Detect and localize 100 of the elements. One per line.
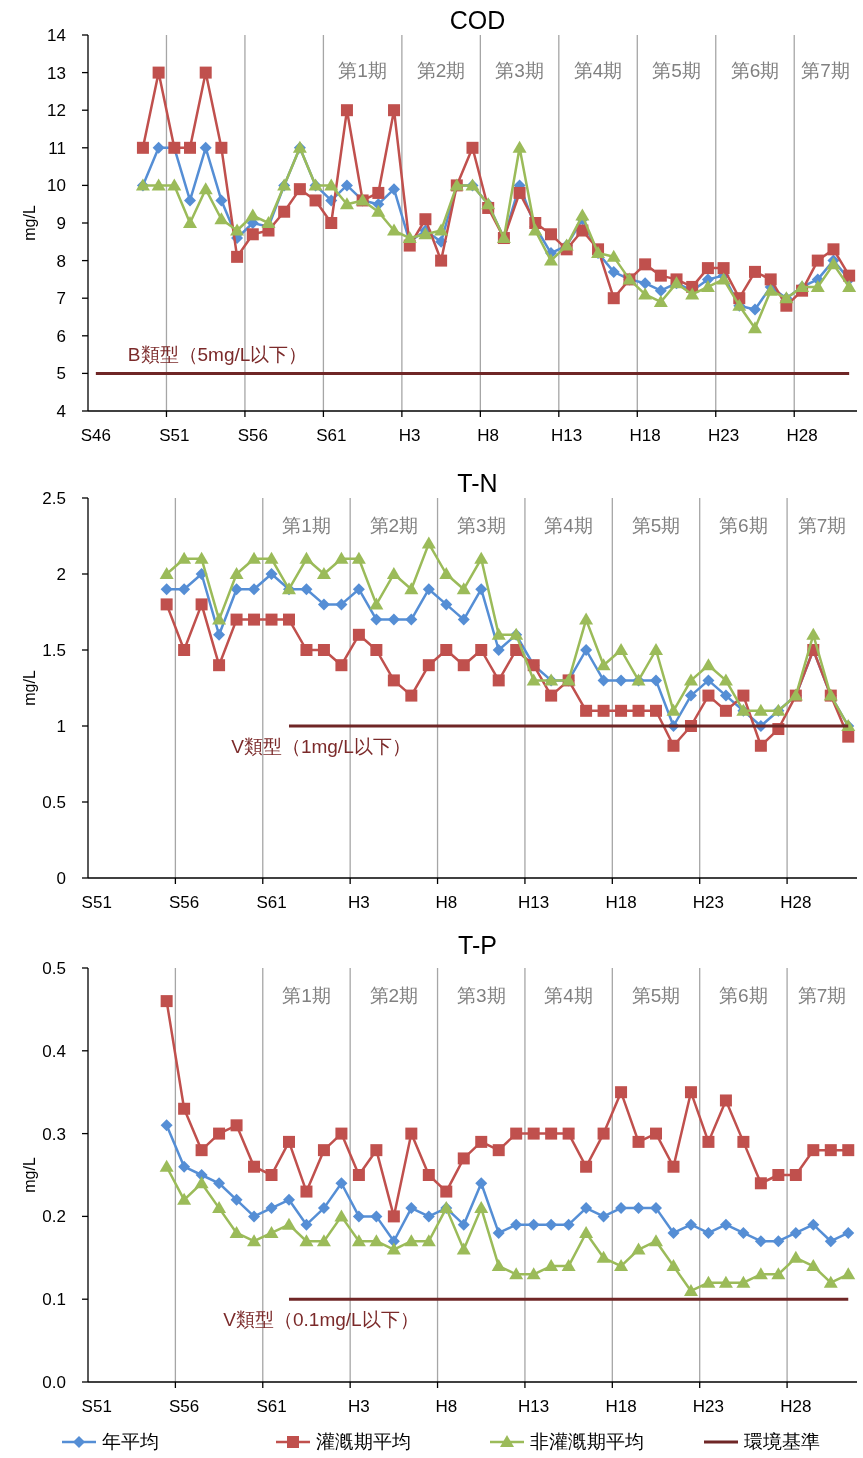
legend-label: 年平均 [102,1431,159,1452]
y-tick-label: 10 [47,176,66,196]
point [615,674,628,687]
point [230,613,243,626]
point [159,1159,174,1172]
point [650,704,663,717]
y-tick-label: 0.1 [42,1290,66,1310]
point [811,254,824,267]
point [300,1218,313,1231]
point [419,213,432,226]
point [351,1234,366,1247]
point [772,1235,785,1248]
point [440,598,453,611]
annotation: 第2期 [369,515,419,536]
point [247,1234,262,1247]
point [282,613,295,626]
point [248,583,261,596]
x-tick-label: S61 [316,426,347,445]
point [405,1202,418,1215]
point [387,674,400,687]
point [370,1144,383,1157]
x-tick-label: H13 [551,426,583,445]
point [421,1234,436,1247]
point [352,628,365,641]
point [440,1185,453,1198]
x-tick-label: H3 [348,1397,370,1416]
point [466,141,479,154]
legend-label: 非灌漑期平均 [530,1431,644,1452]
point [369,1234,384,1247]
point [717,262,730,275]
x-tick-label: H18 [605,1397,637,1416]
point [632,1202,645,1215]
point [278,205,291,218]
point [607,265,620,278]
point [183,216,198,228]
point [422,583,435,596]
annotation: 第3期 [495,60,544,81]
point [580,1202,593,1215]
point [764,273,777,286]
annotation: 第4期 [573,60,623,81]
point [597,1127,610,1140]
point [491,1259,506,1272]
point [753,1267,768,1280]
point [545,689,558,702]
point [562,1127,575,1140]
point [213,659,226,672]
point [614,1259,629,1272]
point [421,536,436,549]
y-tick-label: 6 [56,326,66,346]
point [562,1218,575,1231]
point [545,1218,558,1231]
point [282,1135,295,1148]
point [492,1144,505,1157]
point [402,231,417,244]
x-tick-label: H8 [435,893,458,912]
point [194,551,209,564]
point [509,1267,524,1280]
point [335,598,348,611]
point [435,254,448,267]
point [579,1225,594,1238]
point [422,1210,435,1223]
point [167,178,182,191]
annotation: B類型（5mg/L以下） [127,344,308,366]
point [597,674,610,687]
y-tick-label: 1 [56,717,66,736]
point [736,1275,751,1288]
annotation: 第6期 [719,515,768,536]
point [388,183,401,196]
point [457,613,470,626]
point [160,583,173,596]
point [199,141,212,154]
point [248,1210,261,1223]
point [631,1242,646,1255]
point [526,1267,541,1280]
annotation: 第1期 [282,985,331,1006]
point [719,1094,732,1107]
point [264,1225,279,1238]
x-tick-label: S56 [169,893,200,912]
point [654,269,667,282]
point [293,183,306,196]
point [824,1144,837,1157]
point [575,208,590,221]
point [178,583,191,596]
point [281,1217,296,1230]
point [195,598,208,611]
point [151,178,166,191]
point [213,628,226,641]
y-tick-label: 2.5 [42,489,66,508]
point [245,208,260,221]
y-tick-label: 13 [47,63,66,83]
point [265,613,278,626]
point [339,197,354,210]
point [702,689,715,702]
y-tick-label: 0.5 [42,793,66,812]
point [510,1127,523,1140]
point [299,551,314,564]
annotation: 第7期 [797,985,847,1006]
point [614,643,629,655]
point [194,1176,209,1189]
point [231,250,244,263]
